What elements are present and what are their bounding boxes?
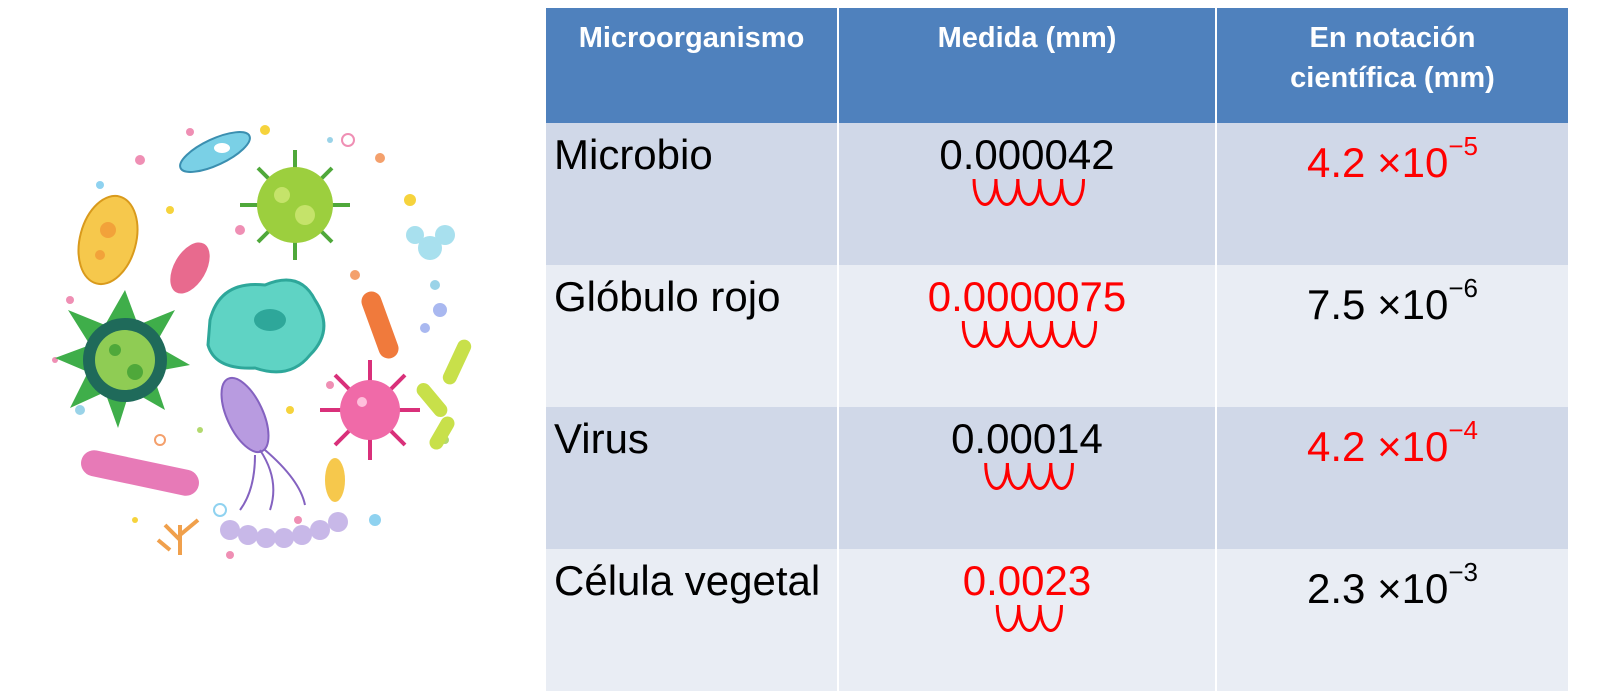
header-medida: Medida (mm) xyxy=(838,8,1217,123)
decimal-jump-arcs xyxy=(961,320,1097,348)
blue-cluster-icon xyxy=(406,225,455,260)
measure-value: 0.000042 xyxy=(939,131,1115,178)
scientific-notation-cell: 4.2 ×10−4 xyxy=(1216,407,1568,549)
pink-bacterium-icon xyxy=(170,242,210,294)
decimal-jump-arc xyxy=(994,178,1020,206)
microorganism-name: Célula vegetal xyxy=(546,549,839,691)
scientific-notation-cell: 2.3 ×10−3 xyxy=(1216,549,1568,691)
dark-green-virus-icon xyxy=(55,290,190,428)
scientific-notation-table: Microorganismo Medida (mm) En notación c… xyxy=(546,8,1568,691)
paramecium-icon xyxy=(179,131,251,173)
decimal-jump-arc xyxy=(1016,178,1042,206)
measure-value: 0.0023 xyxy=(962,557,1092,604)
decimal-jump-arc xyxy=(1071,320,1097,348)
header-notacion-line2: científica (mm) xyxy=(1290,62,1495,94)
decimal-jump-arcs xyxy=(972,178,1086,206)
measure-value-wrap: 0.0023 xyxy=(962,557,1092,632)
decimal-jump-arcs xyxy=(995,604,1063,632)
table-header-row: Microorganismo Medida (mm) En notación c… xyxy=(546,8,1568,123)
decimal-jump-arc xyxy=(1005,462,1031,490)
mantissa: 4.2 ×10 xyxy=(1307,423,1449,470)
table-row: Célula vegetal 0.0023 2.3 ×10−3 xyxy=(546,549,1568,691)
decimal-jump-arcs xyxy=(984,462,1075,490)
purple-flagellate-icon xyxy=(220,376,306,511)
orange-bacterium-icon xyxy=(361,291,399,359)
scientific-notation-value: 4.2 ×10−5 xyxy=(1307,131,1478,186)
decimal-jump-arc xyxy=(995,604,1020,632)
green-virus-icon xyxy=(240,150,350,260)
decimal-jump-arc xyxy=(984,462,1009,490)
microorganism-name: Glóbulo rojo xyxy=(546,265,839,407)
measure-value-wrap: 0.00014 xyxy=(951,415,1103,490)
exponent: −6 xyxy=(1448,273,1478,303)
scientific-notation-cell: 4.2 ×10−5 xyxy=(1216,123,1568,265)
table-row: Glóbulo rojo 0.0000075 7.5 ×10−6 xyxy=(546,265,1568,407)
scientific-notation-value: 7.5 ×10−6 xyxy=(1307,273,1478,328)
measure-value-wrap: 0.000042 xyxy=(939,131,1115,206)
decimal-jump-arc xyxy=(1038,178,1064,206)
decimal-jump-arc xyxy=(1027,462,1053,490)
decimal-jump-arc xyxy=(1060,178,1086,206)
table-row: Virus 0.00014 4.2 ×10−4 xyxy=(546,407,1568,549)
decimal-jump-arc xyxy=(1038,604,1063,632)
decimal-jump-arc xyxy=(1049,462,1075,490)
microorganism-name: Microbio xyxy=(546,123,839,265)
measure-value: 0.0000075 xyxy=(927,273,1127,320)
lime-rods-icon xyxy=(416,339,472,450)
measure-value-wrap: 0.0000075 xyxy=(927,273,1127,348)
exponent: −3 xyxy=(1448,557,1478,587)
decimal-jump-arc xyxy=(1016,604,1042,632)
measure-cell: 0.000042 xyxy=(838,123,1217,265)
microorganisms-illustration xyxy=(52,125,472,559)
header-notacion-line1: En notación xyxy=(1309,22,1476,54)
pink-rod-bacterium-icon xyxy=(81,450,199,496)
measure-cell: 0.0023 xyxy=(838,549,1217,691)
teal-amoeba-icon xyxy=(206,278,326,374)
scientific-notation-value: 4.2 ×10−4 xyxy=(1307,415,1478,470)
microorganism-name: Virus xyxy=(546,407,839,549)
decimal-jump-arc xyxy=(972,178,998,206)
scientific-notation-value: 2.3 ×10−3 xyxy=(1307,557,1478,612)
pink-virus-icon xyxy=(320,360,420,460)
yellow-seed-icon xyxy=(325,458,345,502)
table-row: Microbio 0.000042 4.2 ×10−5 xyxy=(546,123,1568,265)
decimal-jump-arc xyxy=(983,320,1009,348)
mantissa: 4.2 ×10 xyxy=(1307,139,1449,186)
mantissa: 2.3 ×10 xyxy=(1307,565,1449,612)
exponent: −5 xyxy=(1448,131,1478,161)
yellow-bacterium-icon xyxy=(77,194,139,286)
decimal-jump-arc xyxy=(1049,320,1075,348)
orange-coral-icon xyxy=(156,518,200,555)
exponent: −4 xyxy=(1448,415,1478,445)
measure-cell: 0.0000075 xyxy=(838,265,1217,407)
mantissa: 7.5 ×10 xyxy=(1307,281,1449,328)
measure-value: 0.00014 xyxy=(951,415,1103,462)
lavender-chain-icon xyxy=(220,512,348,548)
decimal-jump-arc xyxy=(1005,320,1031,348)
header-notacion-cientifica: En notación científica (mm) xyxy=(1216,8,1568,123)
scientific-notation-cell: 7.5 ×10−6 xyxy=(1216,265,1568,407)
header-microorganismo: Microorganismo xyxy=(546,8,839,123)
decimal-jump-arc xyxy=(961,320,987,348)
decimal-jump-arc xyxy=(1027,320,1053,348)
measure-cell: 0.00014 xyxy=(838,407,1217,549)
